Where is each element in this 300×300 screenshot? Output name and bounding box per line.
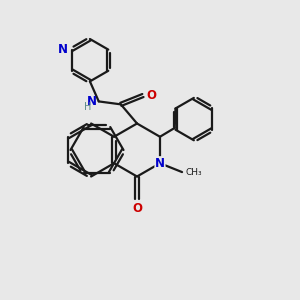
Text: N: N xyxy=(87,95,97,108)
Text: O: O xyxy=(146,89,156,102)
Text: N: N xyxy=(58,43,68,56)
Text: CH₃: CH₃ xyxy=(186,168,202,177)
Text: N: N xyxy=(155,157,165,170)
Text: H: H xyxy=(84,102,91,112)
Text: O: O xyxy=(132,202,142,215)
